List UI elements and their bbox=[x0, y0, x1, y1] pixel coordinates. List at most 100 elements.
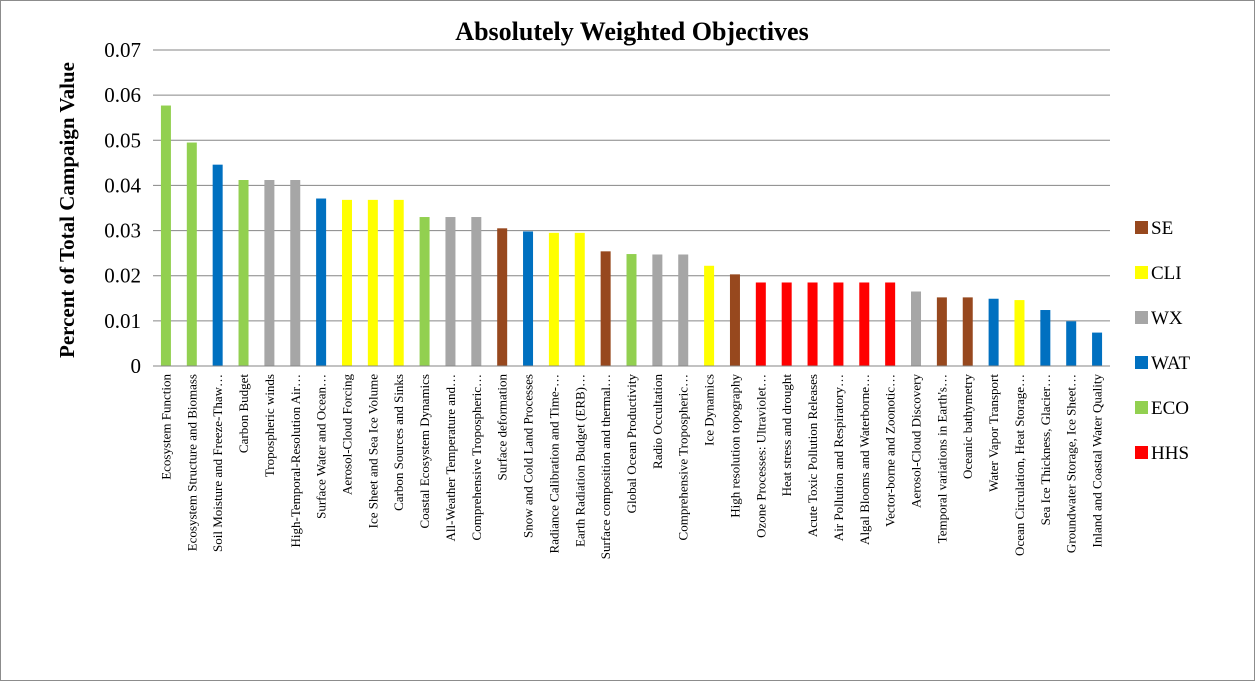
bars bbox=[160, 105, 1103, 366]
bar bbox=[238, 180, 249, 366]
bar bbox=[186, 142, 197, 366]
x-tick-label: All-Weather Temperature and… bbox=[443, 374, 458, 541]
y-tick-label: 0.03 bbox=[104, 219, 141, 243]
bar bbox=[212, 164, 223, 366]
legend-swatch bbox=[1135, 221, 1148, 234]
bar bbox=[1014, 300, 1025, 366]
x-axis-tick-labels: Ecosystem Function Ecosystem Structure an… bbox=[158, 374, 1104, 560]
legend-label: HHS bbox=[1151, 443, 1189, 464]
x-tick-label: Ocean Circulation, Heat Storage… bbox=[1012, 374, 1027, 556]
x-tick-label: Water Vapor Transport bbox=[986, 374, 1001, 492]
x-tick-label: Earth Radiation Budget (ERB)… bbox=[572, 374, 587, 547]
legend-label: CLI bbox=[1151, 263, 1182, 284]
x-tick-label: Carbon Sources and Sinks bbox=[391, 374, 406, 511]
x-tick-label: Ozone Processes: Ultraviolet… bbox=[753, 374, 768, 538]
y-axis-ticks: 0 0.01 0.02 0.03 0.04 0.05 0.06 0.07 bbox=[104, 38, 141, 378]
legend-label: WAT bbox=[1151, 353, 1190, 374]
x-tick-label: Surface composition and thermal… bbox=[598, 374, 613, 559]
x-tick-label: Carbon Budget bbox=[236, 374, 251, 453]
bar bbox=[316, 198, 327, 366]
bar bbox=[497, 228, 508, 366]
gridlines bbox=[153, 49, 1110, 322]
bar bbox=[367, 199, 378, 366]
bar bbox=[600, 251, 611, 366]
legend-swatch bbox=[1135, 446, 1148, 459]
x-tick-label: Aerosol-Cloud Discovery bbox=[909, 374, 924, 508]
bar bbox=[781, 282, 792, 366]
x-tick-label: Surface Water and Ocean… bbox=[314, 374, 329, 519]
x-tick-label: Tropospheric winds bbox=[262, 374, 277, 477]
bar bbox=[936, 297, 947, 366]
bar bbox=[1040, 310, 1051, 366]
x-tick-label: Ice Sheet and Sea Ice Volume bbox=[365, 374, 380, 529]
bar bbox=[911, 291, 922, 366]
bar bbox=[574, 232, 585, 366]
y-tick-label: 0.02 bbox=[104, 264, 141, 288]
legend-label: WX bbox=[1151, 308, 1183, 329]
bar bbox=[290, 180, 301, 366]
x-tick-label: Surface deformation bbox=[495, 374, 510, 481]
legend-swatch bbox=[1135, 311, 1148, 324]
x-tick-label: Groundwater Storage, Ice Sheet… bbox=[1064, 374, 1079, 553]
legend-swatch bbox=[1135, 401, 1148, 414]
bar bbox=[729, 274, 740, 366]
x-tick-label: Ecosystem Function bbox=[158, 374, 173, 480]
y-tick-label: 0.05 bbox=[104, 128, 141, 152]
x-tick-label: Coastal Ecosystem Dynamics bbox=[417, 374, 432, 529]
x-tick-label: Ecosystem Structure and Biomass bbox=[184, 374, 199, 551]
legend-label: ECO bbox=[1151, 398, 1189, 419]
bar bbox=[523, 231, 534, 366]
bar bbox=[859, 282, 870, 366]
x-tick-label: Snow and Cold Land Processes bbox=[521, 374, 536, 538]
bar bbox=[548, 232, 559, 366]
bar bbox=[393, 199, 404, 366]
x-tick-label: Radiance Calibration and Time-… bbox=[546, 374, 561, 553]
bar bbox=[341, 199, 352, 366]
bar bbox=[419, 217, 430, 366]
x-tick-label: Heat stress and drought bbox=[779, 374, 794, 497]
bar bbox=[445, 217, 456, 366]
x-tick-label: Ice Dynamics bbox=[702, 374, 717, 446]
x-tick-label: Soil Moisture and Freeze-Thaw… bbox=[210, 374, 225, 552]
x-tick-label: Temporal variations in Earth's… bbox=[934, 374, 949, 543]
x-tick-label: Comprehensive Tropospheric… bbox=[469, 374, 484, 540]
bar bbox=[471, 217, 482, 366]
legend-swatch bbox=[1135, 356, 1148, 369]
y-tick-label: 0 bbox=[131, 354, 142, 378]
x-tick-label: Air Pollution and Respiratory… bbox=[831, 374, 846, 541]
bar bbox=[807, 282, 818, 366]
legend-label: SE bbox=[1151, 218, 1173, 239]
x-tick-label: High-Temporal-Resolution Air… bbox=[288, 374, 303, 547]
x-tick-label: Radio Occultation bbox=[650, 374, 665, 469]
y-tick-label: 0.07 bbox=[104, 38, 141, 62]
bar bbox=[160, 105, 171, 366]
x-tick-label: Vector-borne and Zoonotic… bbox=[883, 374, 898, 527]
y-tick-label: 0.04 bbox=[104, 173, 141, 197]
bar bbox=[678, 254, 689, 366]
x-tick-label: Global Ocean Productivity bbox=[624, 374, 639, 514]
x-tick-label: Inland and Coastal Water Quality bbox=[1090, 374, 1105, 548]
y-tick-label: 0.01 bbox=[104, 309, 141, 333]
x-tick-label: Oceanic bathymetry bbox=[960, 374, 975, 480]
x-tick-label: Acute Toxic Pollution Releases bbox=[805, 374, 820, 537]
bar bbox=[962, 297, 973, 366]
y-tick-label: 0.06 bbox=[104, 83, 141, 107]
legend: SE CLI WX WAT ECO HHS bbox=[1135, 218, 1190, 464]
chart-title: Absolutely Weighted Objectives bbox=[455, 17, 808, 46]
bar bbox=[264, 180, 275, 366]
bar bbox=[1092, 332, 1103, 366]
bar bbox=[704, 265, 715, 366]
bar bbox=[652, 254, 663, 366]
bar bbox=[833, 282, 844, 366]
legend-swatch bbox=[1135, 266, 1148, 279]
bar bbox=[1066, 321, 1077, 366]
x-tick-label: Algal Blooms and Waterborne… bbox=[857, 374, 872, 545]
x-tick-label: Sea Ice Thickness, Glacier… bbox=[1038, 374, 1053, 525]
y-axis-title: Percent of Total Campaign Value bbox=[55, 62, 79, 358]
x-tick-label: High resolution topography bbox=[727, 374, 742, 518]
bar bbox=[988, 298, 999, 366]
bar bbox=[885, 282, 896, 366]
x-tick-label: Aerosol-Cloud Forcing bbox=[339, 374, 354, 495]
bar bbox=[626, 254, 637, 366]
